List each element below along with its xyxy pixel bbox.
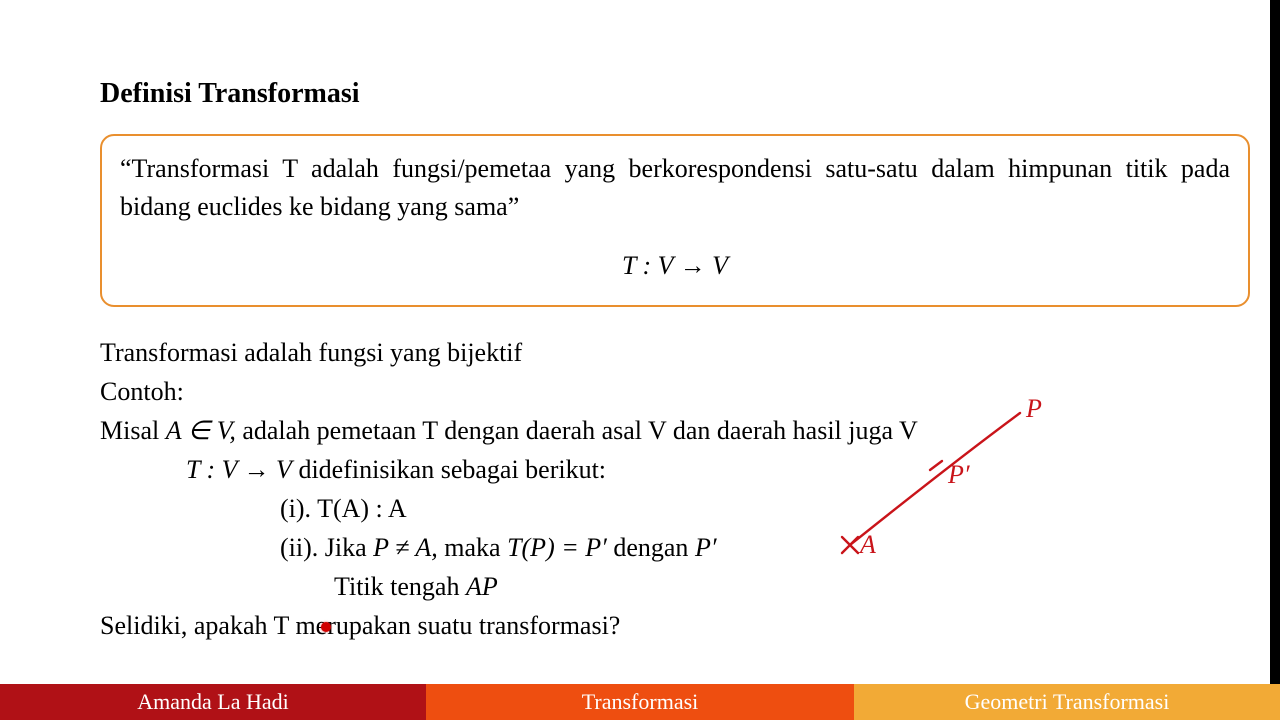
line3-math: A ∈ V, bbox=[166, 416, 236, 445]
body-line-3: Misal A ∈ V, adalah pemetaan T dengan da… bbox=[100, 411, 1250, 450]
footer-right: Geometri Transformasi bbox=[854, 684, 1280, 720]
line4-math: T : V → V bbox=[186, 455, 292, 484]
slide-page: Definisi Transformasi “Transformasi T ad… bbox=[0, 0, 1280, 720]
content-area: Definisi Transformasi “Transformasi T ad… bbox=[100, 78, 1250, 645]
body-line-8: Selidiki, apakah T merupakan suatu trans… bbox=[100, 606, 620, 645]
footer-mid: Transformasi bbox=[426, 684, 854, 720]
line6-math3: P′ bbox=[695, 533, 717, 562]
body-line-4: T : V → V didefinisikan sebagai berikut: bbox=[100, 450, 1250, 489]
definition-text: “Transformasi T adalah fungsi/pemetaa ya… bbox=[120, 150, 1230, 225]
definition-formula-text: T : V → V bbox=[622, 251, 728, 280]
line8-text: Selidiki, apakah T merupakan suatu trans… bbox=[100, 611, 620, 640]
sketch-line bbox=[850, 413, 1020, 545]
line6-math2: T(P) = P′ bbox=[507, 533, 607, 562]
body-line-2: Contoh: bbox=[100, 372, 1250, 411]
line4-rest: didefinisikan sebagai berikut: bbox=[292, 455, 606, 484]
sketch-label-p: P bbox=[1025, 395, 1042, 423]
laser-pointer-dot bbox=[321, 622, 331, 632]
sketch-label-a: A bbox=[858, 530, 876, 559]
body-line-1: Transformasi adalah fungsi yang bijektif bbox=[100, 333, 1250, 372]
sketch-tick bbox=[930, 461, 942, 470]
right-black-bar bbox=[1270, 0, 1280, 720]
line3-rest: adalah pemetaan T dengan daerah asal V d… bbox=[236, 416, 918, 445]
body-text: Transformasi adalah fungsi yang bijektif… bbox=[100, 333, 1250, 645]
body-line-6: (ii). Jika P ≠ A, maka T(P) = P′ dengan … bbox=[100, 528, 1250, 567]
line7-math: AP bbox=[466, 572, 498, 601]
line6-math1: P ≠ A, bbox=[373, 533, 438, 562]
line6-prefix: (ii). Jika bbox=[280, 533, 373, 562]
hand-sketch: P P′ A bbox=[830, 395, 1060, 560]
body-line-7: Titik tengah AP bbox=[100, 567, 1250, 606]
sketch-cross-a bbox=[842, 537, 858, 553]
slide-title: Definisi Transformasi bbox=[100, 78, 1250, 110]
sketch-label-pprime: P′ bbox=[947, 460, 970, 489]
footer-left: Amanda La Hadi bbox=[0, 684, 426, 720]
definition-formula: T : V → V bbox=[120, 247, 1230, 285]
line7-prefix: Titik tengah bbox=[334, 572, 466, 601]
line6-mid: maka bbox=[438, 533, 507, 562]
footer-bar: Amanda La Hadi Transformasi Geometri Tra… bbox=[0, 684, 1280, 720]
definition-box: “Transformasi T adalah fungsi/pemetaa ya… bbox=[100, 134, 1250, 307]
line3-prefix: Misal bbox=[100, 416, 166, 445]
body-line-5: (i). T(A) : A bbox=[100, 489, 1250, 528]
line6-mid2: dengan bbox=[607, 533, 695, 562]
